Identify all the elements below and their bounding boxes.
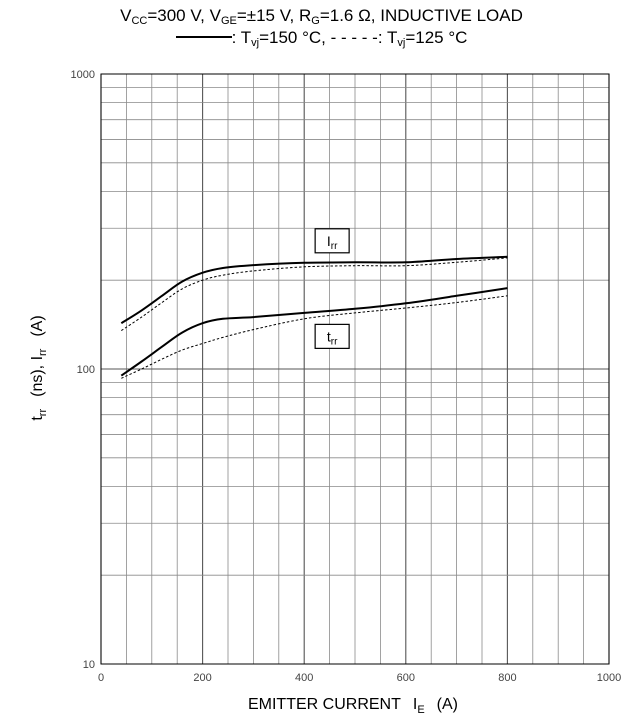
x-tick-label: 0: [98, 672, 104, 684]
grid: [100, 74, 610, 665]
x-tick-label: 800: [498, 672, 516, 684]
tick-labels: 0 200 400 600 800 1000 1000 100 10: [71, 69, 622, 684]
x-tick-label: 200: [193, 672, 211, 684]
curve-label-trr: trr: [327, 328, 338, 347]
plot-frame: [100, 73, 610, 665]
series-irr-dashed-line: [121, 257, 508, 332]
series-lines: [120, 255, 508, 379]
curve-label-box: [314, 323, 350, 349]
series-irr-solid-line: [120, 255, 508, 325]
x-tick-label: 1000: [597, 672, 621, 684]
chart-title-conditions: VCC=300 V, VGE=±15 V, RG=1.6 Ω, INDUCTIV…: [120, 6, 523, 27]
series-trr-solid-line: [120, 287, 508, 377]
curve-label-irr: Irr: [327, 233, 338, 252]
y-axis-label: trr(ns), Irr(A): [29, 315, 49, 420]
chart-title-legend: : Tvj=150 °C, - - - - -: Tvj=125 °C: [0, 28, 643, 49]
x-axis-label: EMITTER CURRENT IE (A): [248, 696, 458, 716]
y-tick-label: 100: [77, 364, 95, 376]
annotations: Irr trr: [314, 228, 350, 349]
legend-solid-line-sample: [175, 36, 232, 38]
y-tick-label: 10: [83, 659, 95, 671]
legend-dashed-line-sample: - - - - -: [330, 28, 378, 47]
x-tick-label: 400: [295, 672, 313, 684]
curve-label-box: [314, 228, 350, 254]
y-tick-label: 1000: [71, 69, 95, 81]
series-trr-dashed-line: [121, 295, 508, 379]
x-tick-label: 600: [397, 672, 415, 684]
